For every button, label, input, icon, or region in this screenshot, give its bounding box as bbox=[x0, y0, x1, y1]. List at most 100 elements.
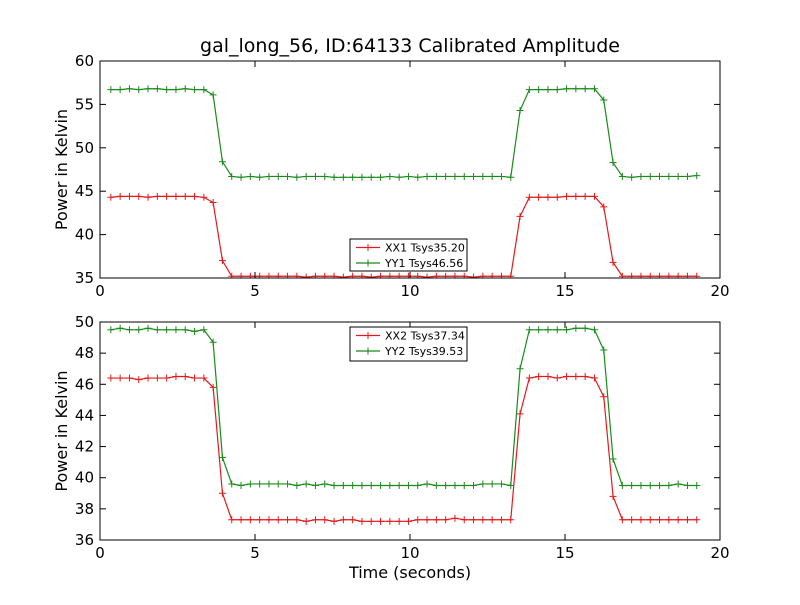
data-point bbox=[535, 193, 543, 201]
top-panel: 0 5 10 15 20 35 40 45 50 55 60 Power in Kelvin XX1 T… bbox=[52, 52, 730, 300]
data-point bbox=[516, 365, 524, 373]
data-point bbox=[637, 482, 645, 489]
data-point bbox=[321, 516, 329, 524]
data-point bbox=[414, 482, 422, 489]
data-point bbox=[665, 482, 673, 489]
data-point bbox=[600, 96, 608, 104]
data-point bbox=[618, 516, 626, 524]
data-point bbox=[116, 86, 124, 94]
data-point bbox=[693, 172, 701, 180]
data-point bbox=[153, 374, 161, 382]
data-point bbox=[423, 480, 431, 488]
data-point bbox=[479, 172, 487, 180]
data-point bbox=[377, 272, 385, 278]
data-point bbox=[367, 273, 375, 278]
data-point bbox=[321, 172, 329, 180]
data-point bbox=[125, 374, 133, 382]
data-point bbox=[628, 173, 636, 181]
series-line bbox=[110, 195, 697, 278]
data-point bbox=[265, 480, 273, 488]
data-point bbox=[683, 272, 691, 278]
data-point bbox=[646, 516, 654, 524]
data-point bbox=[293, 272, 301, 278]
data-point bbox=[209, 338, 217, 346]
x-tick-label: 20 bbox=[710, 544, 729, 562]
series-line bbox=[110, 375, 697, 522]
y-tick-label: 38 bbox=[75, 500, 94, 518]
x-tick-label: 0 bbox=[95, 282, 105, 300]
data-point bbox=[237, 516, 245, 524]
chart-title: gal_long_56, ID:64133 Calibrated Amplitu… bbox=[200, 35, 620, 57]
data-point bbox=[135, 376, 143, 384]
data-point bbox=[432, 516, 440, 524]
data-point bbox=[302, 172, 310, 180]
data-point bbox=[246, 272, 254, 278]
data-point bbox=[256, 516, 264, 524]
data-point bbox=[637, 272, 645, 278]
legend-box bbox=[349, 238, 468, 272]
data-point bbox=[144, 324, 152, 332]
data-point bbox=[293, 516, 301, 524]
y-axis-label: Power in Kelvin bbox=[52, 109, 71, 230]
data-point bbox=[609, 159, 617, 167]
data-point bbox=[256, 173, 264, 181]
data-point bbox=[153, 326, 161, 334]
data-point bbox=[470, 273, 478, 278]
data-point bbox=[218, 453, 226, 461]
data-point bbox=[665, 516, 673, 524]
data-point bbox=[311, 172, 319, 180]
legend-item: XX2 Tsys37.34 bbox=[356, 330, 465, 343]
data-point bbox=[414, 272, 422, 278]
data-point bbox=[311, 482, 319, 489]
x-tick-label: 20 bbox=[710, 282, 729, 300]
data-point bbox=[163, 374, 171, 382]
data-point bbox=[395, 517, 403, 525]
data-point bbox=[581, 85, 589, 93]
data-point bbox=[665, 172, 673, 180]
data-point bbox=[358, 173, 366, 181]
data-point bbox=[237, 482, 245, 489]
data-point bbox=[321, 480, 329, 488]
data-point bbox=[525, 326, 533, 334]
x-tick-label: 10 bbox=[400, 282, 419, 300]
data-point bbox=[107, 326, 115, 334]
data-point bbox=[656, 272, 664, 278]
data-point bbox=[553, 193, 561, 201]
data-point bbox=[153, 192, 161, 200]
data-point bbox=[144, 193, 152, 201]
data-point bbox=[191, 327, 199, 335]
data-point bbox=[116, 324, 124, 332]
data-point bbox=[330, 482, 338, 489]
data-point bbox=[274, 480, 282, 488]
legend-label: XX2 Tsys37.34 bbox=[385, 330, 465, 343]
data-point bbox=[535, 326, 543, 334]
data-point bbox=[218, 158, 226, 166]
data-point bbox=[646, 172, 654, 180]
data-point bbox=[107, 193, 115, 201]
data-point bbox=[544, 373, 552, 380]
data-point bbox=[516, 106, 524, 114]
data-point bbox=[637, 172, 645, 180]
series-1-2 bbox=[107, 85, 701, 181]
data-point bbox=[163, 86, 171, 94]
data-point bbox=[125, 192, 133, 200]
series-line bbox=[110, 88, 697, 178]
y-tick-label: 55 bbox=[75, 95, 94, 113]
data-point bbox=[107, 374, 115, 382]
data-point bbox=[628, 516, 636, 524]
y-tick-label: 45 bbox=[75, 182, 94, 200]
data-point bbox=[209, 383, 217, 391]
data-point bbox=[460, 482, 468, 489]
data-point bbox=[339, 482, 347, 489]
data-point bbox=[218, 489, 226, 497]
data-point bbox=[302, 480, 310, 488]
data-point bbox=[674, 172, 682, 180]
data-point bbox=[618, 172, 626, 180]
data-point bbox=[535, 86, 543, 94]
data-point bbox=[349, 516, 357, 524]
x-tick-label: 15 bbox=[555, 282, 574, 300]
legend-box bbox=[349, 326, 468, 362]
series-line bbox=[110, 327, 697, 487]
series-2-1 bbox=[107, 373, 701, 525]
